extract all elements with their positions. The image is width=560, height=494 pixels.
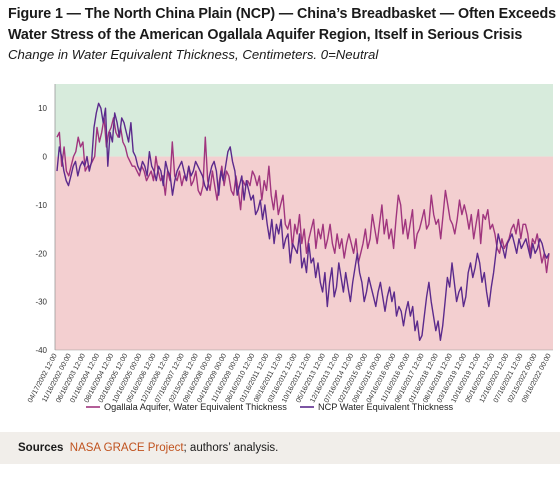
legend-label: Ogallala Aquifer, Water Equivalent Thick… <box>104 402 287 412</box>
sources-bar: Sources NASA GRACE Project; authors’ ana… <box>0 432 560 464</box>
y-tick-label: -40 <box>35 346 47 355</box>
legend-label: NCP Water Equivalent Thickness <box>318 402 454 412</box>
y-tick-label: -10 <box>35 201 47 210</box>
y-tick-label: -20 <box>35 249 47 258</box>
y-tick-label: -30 <box>35 298 47 307</box>
sources-rest: ; authors’ analysis. <box>183 442 279 454</box>
y-tick-label: 10 <box>38 104 47 113</box>
sources-link[interactable]: NASA GRACE Project <box>69 442 184 454</box>
y-tick-label: 0 <box>43 153 48 162</box>
sources-label: Sources <box>18 442 64 454</box>
legend: Ogallala Aquifer, Water Equivalent Thick… <box>86 402 454 412</box>
negative-zone-band <box>55 156 553 350</box>
y-axis: 10 0 -10 -20 -30 -40 <box>35 84 56 355</box>
series-line-ncp <box>56 102 550 341</box>
figure-title: Figure 1 — The North China Plain (NCP) —… <box>8 6 556 43</box>
line-chart: 10 0 -10 -20 -30 -40 04/17/2002 12:0011/16/20… <box>27 84 553 412</box>
series-line-ogallala <box>56 117 550 274</box>
series-layer <box>56 102 550 341</box>
title-block: Figure 1 — The North China Plain (NCP) —… <box>8 4 556 64</box>
figure-subtitle: Change in Water Equivalent Thickness, Ce… <box>8 47 379 62</box>
positive-zone-band <box>55 84 553 157</box>
